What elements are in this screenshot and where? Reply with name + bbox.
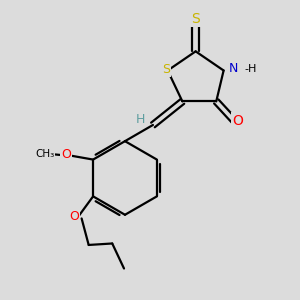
- Text: O: O: [70, 210, 80, 223]
- Text: H: H: [136, 113, 145, 126]
- Text: N: N: [229, 61, 239, 75]
- Text: -H: -H: [245, 64, 257, 74]
- Text: O: O: [232, 114, 243, 128]
- Text: S: S: [162, 62, 170, 76]
- Text: O: O: [61, 148, 71, 161]
- Text: CH₃: CH₃: [35, 149, 54, 159]
- Text: S: S: [191, 12, 200, 26]
